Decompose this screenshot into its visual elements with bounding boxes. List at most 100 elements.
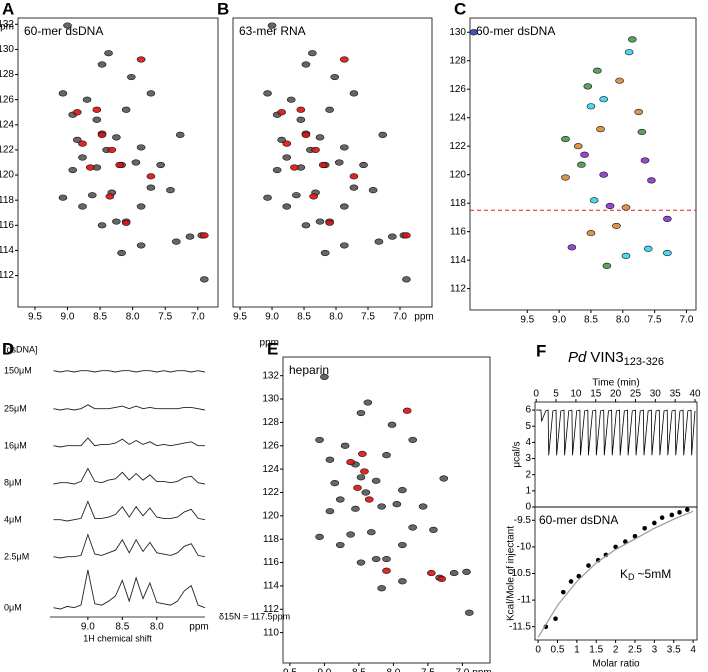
- data-point: [677, 510, 682, 515]
- peak: [340, 56, 349, 63]
- x-axis-label: 1H chemical shift: [83, 633, 152, 643]
- trace: [53, 569, 206, 610]
- peak: [398, 487, 407, 494]
- peak: [97, 61, 107, 68]
- data-point: [669, 512, 675, 518]
- y-axis-label: ppm: [260, 338, 279, 349]
- trace: [536, 409, 696, 456]
- title-subscript: 123-326: [624, 356, 664, 368]
- peak: [58, 194, 68, 201]
- peak: [121, 106, 131, 113]
- peak: [58, 90, 68, 97]
- peak: [282, 140, 292, 147]
- peak: [146, 173, 156, 180]
- peak: [437, 575, 447, 583]
- panel-letter: E: [267, 339, 278, 358]
- x-tick-label: 9.5: [283, 668, 297, 672]
- y-axis-label: ppm: [0, 22, 14, 33]
- y-tick-label: 114: [450, 255, 466, 266]
- peak: [647, 177, 656, 184]
- peak: [330, 480, 340, 487]
- peak: [320, 373, 329, 380]
- peak: [358, 450, 367, 458]
- y-tick-label: -10: [517, 542, 532, 553]
- x-tick-label: 9.0: [81, 622, 95, 633]
- x-tick-label: 8.5: [584, 315, 598, 326]
- annotation-text: K: [620, 567, 628, 581]
- trace-label: 150μM: [4, 365, 32, 375]
- peak: [127, 73, 136, 81]
- peak: [72, 136, 82, 143]
- peak: [301, 131, 311, 138]
- y-tick-label: 116: [0, 220, 14, 231]
- y-tick-label: 124: [449, 112, 466, 123]
- x-tick-label: 25: [630, 389, 642, 400]
- peak: [586, 229, 596, 237]
- x-tick-label: 7.0: [679, 315, 693, 326]
- y-axis-label: Kcal/Mole of injectant: [506, 526, 517, 621]
- x-tick-label: 15: [590, 389, 602, 400]
- peak: [320, 249, 330, 257]
- plot-frame: [469, 17, 697, 311]
- peak: [356, 559, 366, 566]
- y-tick-label: 128: [262, 417, 279, 428]
- panel-letter: C: [454, 0, 466, 18]
- x-tick-label: 8.0: [329, 312, 343, 323]
- fit-line: [537, 510, 694, 638]
- y-tick-label: -9.5: [514, 515, 532, 526]
- trace: [53, 370, 206, 373]
- panel-title: 63-mer RNA: [239, 24, 306, 38]
- peak: [353, 484, 362, 491]
- peak: [561, 135, 570, 143]
- peak: [402, 276, 411, 283]
- x-tick-label: 8.0: [150, 622, 164, 633]
- peak: [301, 61, 311, 68]
- peak: [349, 90, 359, 97]
- peak: [315, 218, 325, 225]
- peak: [469, 29, 479, 36]
- annotation-subscript: D: [628, 572, 635, 582]
- peak: [374, 238, 384, 245]
- x-tick-label: 9.5: [233, 312, 247, 323]
- peak: [398, 578, 407, 585]
- peak: [172, 238, 181, 245]
- plot-frame: [232, 17, 433, 308]
- y-tick-label: 116: [450, 226, 466, 237]
- peak: [282, 154, 292, 161]
- peak: [624, 49, 634, 56]
- peak: [418, 503, 428, 510]
- data-point: [632, 533, 638, 539]
- y-tick-label: 116: [263, 557, 279, 568]
- peak: [296, 106, 306, 113]
- peak: [367, 529, 376, 536]
- peak: [78, 203, 87, 210]
- peak: [561, 174, 570, 181]
- panel-letter: F: [536, 341, 546, 360]
- peak: [663, 215, 672, 222]
- data-point: [613, 544, 618, 550]
- peak: [97, 222, 107, 229]
- peak: [325, 219, 334, 226]
- peak: [156, 161, 165, 169]
- peak: [311, 146, 320, 154]
- x-tick-label: 8.0: [386, 668, 400, 672]
- y-tick-label: 114: [0, 245, 14, 256]
- data-point: [652, 520, 657, 526]
- y-tick-label: 120: [262, 510, 279, 521]
- peak: [377, 503, 386, 510]
- x-axis-label: ppm: [414, 312, 433, 323]
- y-tick-label: -11.5: [509, 621, 531, 632]
- x-tick-label: 8.0: [616, 315, 630, 326]
- peak: [637, 128, 647, 136]
- x-tick-label: 0.5: [551, 645, 565, 656]
- peak: [340, 442, 350, 449]
- x-unit: ppm: [189, 622, 208, 633]
- peak: [136, 144, 146, 151]
- peak: [72, 109, 82, 116]
- x-tick-label: 2.5: [628, 645, 642, 656]
- y-tick-label: 128: [449, 55, 466, 66]
- peak: [290, 164, 299, 171]
- y-tick-label: 110: [263, 627, 279, 638]
- x-axis-label: ppm: [472, 668, 491, 672]
